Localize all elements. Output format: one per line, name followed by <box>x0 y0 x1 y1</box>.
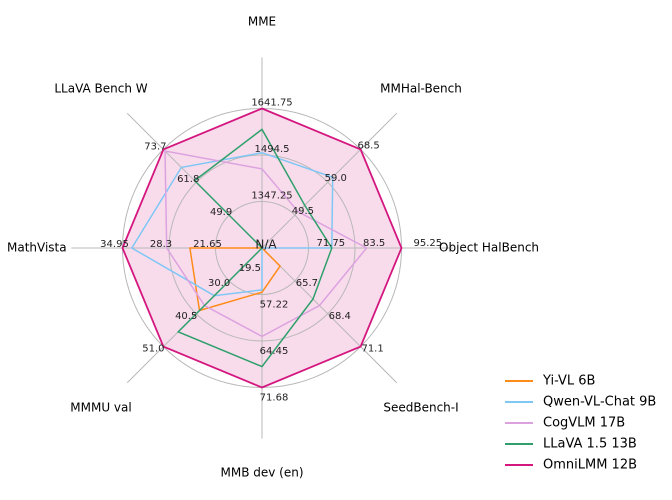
ring-tick-label: 40.5 <box>175 311 197 322</box>
legend-label: Qwen-VL-Chat 9B <box>543 395 656 410</box>
ring-tick-label: 71.68 <box>260 393 289 404</box>
axis-label: MMB dev (en) <box>220 466 303 480</box>
ring-tick-label: 57.22 <box>260 300 289 311</box>
series-line-omnilmm-12b <box>121 107 403 389</box>
series-line-cogvlm-17b <box>164 150 368 338</box>
chart-legend: Yi-VL 6B Qwen-VL-Chat 9B CogVLM 17B LLaVA 1… <box>505 374 656 473</box>
axis-label: LLaVA Bench W <box>54 82 147 96</box>
ring-tick-label: 71.75 <box>317 238 346 249</box>
radar-series-layer <box>121 107 403 389</box>
ring-tick-label: 28.3 <box>150 239 172 250</box>
axis-label: MMHal-Bench <box>380 82 462 96</box>
axis-spoke <box>261 112 398 249</box>
legend-label: OmniLMM 12B <box>543 458 637 473</box>
ring-tick-label: 68.4 <box>329 311 351 322</box>
ring-tick-label: 59.0 <box>325 173 347 184</box>
radar-axis-labels: MME MMHal-Bench Object HalBench SeedBench-I… <box>7 15 539 480</box>
ring-tick-label: 73.7 <box>144 141 166 152</box>
axis-label: SeedBench-I <box>383 401 458 415</box>
series-line-llava-1-5-13b <box>176 128 333 368</box>
ring-tick-label: 95.25 <box>414 238 443 249</box>
ring-tick-label: 49.5 <box>292 206 314 217</box>
ring-tick-label: 21.65 <box>193 239 222 250</box>
legend-label: LLaVA 1.5 13B <box>543 437 637 452</box>
ring-tick-label: 34.95 <box>100 239 129 250</box>
ring-tick-label: 61.8 <box>177 174 199 185</box>
ring-tick-label: 49.9 <box>210 207 232 218</box>
ring-tick-label: 1494.5 <box>255 144 290 155</box>
series-line-qwen-vl-chat-9b <box>130 151 334 297</box>
legend-label: Yi-VL 6B <box>542 374 595 389</box>
axis-spoke <box>261 247 398 384</box>
axis-label: MMMU val <box>70 401 131 415</box>
ring-tick-label: 51.0 <box>142 344 164 355</box>
axis-label: MME <box>248 15 276 29</box>
ring-tick-label: 68.5 <box>357 140 379 151</box>
ring-tick-label: 71.1 <box>361 344 383 355</box>
center-label: N/A <box>255 238 277 252</box>
ring-tick-label: 64.45 <box>260 346 289 357</box>
axis-label: Object HalBench <box>439 241 539 255</box>
ring-tick-label: 1641.75 <box>251 98 292 109</box>
ring-tick-label: 30.0 <box>208 278 230 289</box>
inner-tick-label: 19.5 <box>239 263 261 274</box>
axis-label: MathVista <box>7 241 67 255</box>
radar-ring-labels: 1347.25 1494.5 1641.75 49.5 59.0 68.5 71.75 83.… <box>100 98 442 404</box>
ring-tick-label: 1347.25 <box>251 191 292 202</box>
ring-tick-label: 83.5 <box>363 238 385 249</box>
legend-label: CogVLM 17B <box>543 416 625 431</box>
ring-tick-label: 65.7 <box>296 278 318 289</box>
series-line-yi-vl-6b <box>189 247 282 312</box>
